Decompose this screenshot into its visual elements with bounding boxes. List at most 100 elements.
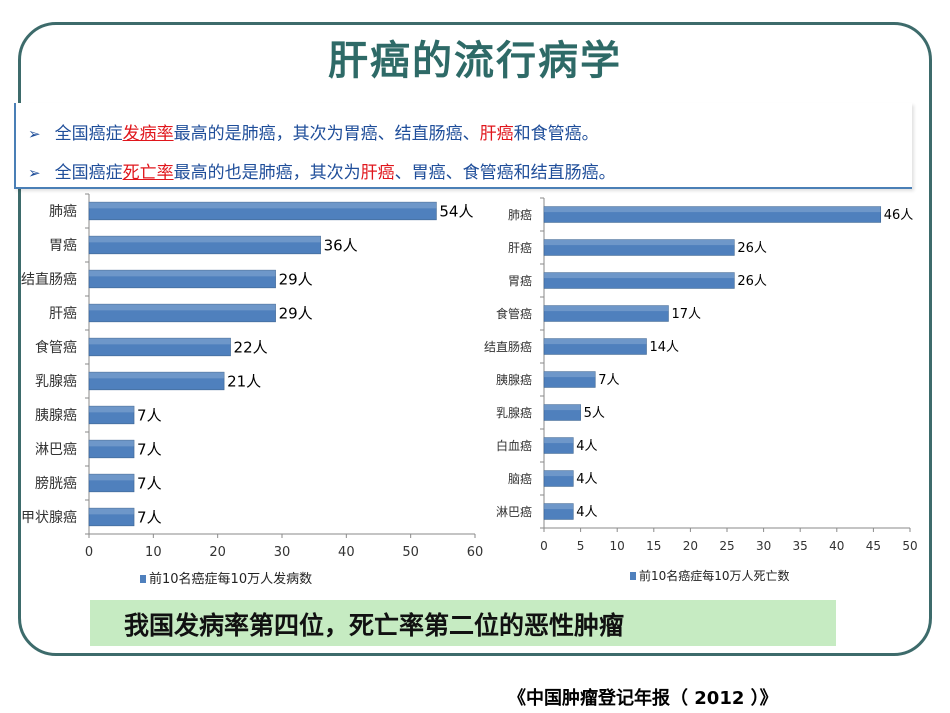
bar [88, 269, 276, 289]
arrow-bullet-icon: ➢ [28, 164, 41, 182]
bar-highlight [544, 437, 574, 444]
x-tick-label: 5 [577, 539, 585, 553]
bullet-text: 最高的也是肺癌，其次为 [173, 163, 361, 183]
bar-highlight [89, 270, 276, 277]
category-label: 食管癌 [35, 339, 77, 356]
category-label: 乳腺癌 [35, 374, 77, 390]
data-label: 36人 [324, 236, 358, 254]
bar [88, 473, 135, 493]
x-tick-label: 45 [866, 539, 881, 553]
data-label: 7人 [137, 440, 162, 458]
data-label: 29人 [279, 304, 313, 322]
category-label: 肝癌 [508, 240, 532, 255]
category-label: 白血癌 [496, 438, 532, 453]
legend-swatch [140, 575, 146, 583]
bar-highlight [89, 236, 321, 243]
bullet-text: 和食管癌。 [513, 124, 599, 144]
category-label: 胃癌 [49, 238, 77, 254]
x-tick-label: 50 [402, 545, 419, 560]
legend-label: 前10名癌症每10万人死亡数 [639, 568, 790, 583]
conclusion-banner: 我国发病率第四位，死亡率第二位的恶性肿瘤 [90, 600, 836, 646]
data-label: 26人 [737, 241, 767, 256]
x-tick-label: 0 [85, 545, 93, 560]
bar-highlight [544, 470, 574, 477]
highlight-liver-cancer: 肝癌 [479, 124, 514, 144]
data-label: 7人 [598, 373, 619, 388]
x-tick-label: 60 [467, 545, 484, 560]
category-label: 淋巴癌 [496, 504, 532, 519]
category-label: 甲状腺癌 [21, 510, 77, 526]
bar [543, 404, 581, 421]
bar-highlight [89, 508, 135, 515]
data-label: 46人 [884, 208, 914, 223]
bar [88, 201, 437, 221]
data-label: 29人 [279, 270, 313, 288]
category-label: 肺癌 [49, 204, 77, 220]
bar-highlight [544, 239, 735, 246]
bar [88, 507, 135, 527]
bar [543, 338, 647, 355]
x-tick-label: 50 [902, 539, 917, 553]
arrow-bullet-icon: ➢ [28, 125, 41, 143]
bar [88, 371, 225, 391]
category-label: 结直肠癌 [21, 271, 77, 288]
data-label: 26人 [737, 274, 767, 289]
data-label: 7人 [137, 474, 162, 492]
data-label: 4人 [576, 439, 597, 454]
category-label: 食管癌 [496, 306, 532, 321]
bar-highlight [544, 272, 735, 279]
summary-box: ➢ 全国癌症发病率最高的是肺癌，其次为胃癌、结直肠癌、肝癌和食管癌。 ➢ 全国癌症死… [14, 103, 912, 189]
slide-frame [18, 22, 932, 656]
data-label: 17人 [671, 307, 701, 322]
category-label: 乳腺癌 [496, 405, 532, 420]
category-label: 肝癌 [49, 306, 77, 322]
bar [88, 405, 135, 425]
x-tick-label: 0 [540, 539, 548, 553]
bullet-mortality: ➢ 全国癌症死亡率最高的也是肺癌，其次为肝癌、胃癌、食管癌和结直肠癌。 [28, 158, 616, 183]
data-label: 7人 [137, 406, 162, 424]
bullet-text: 最高的是肺癌，其次为胃癌、结直肠癌、 [173, 124, 480, 144]
bullet-text: 、胃癌、食管癌和结直肠癌。 [394, 163, 616, 183]
mortality-chart: 肺癌 46人 肝癌 26人 胃癌 26人 食管癌 17人 结直肠癌 14人 胰腺癌 7人 乳腺癌 5人 白血… [480, 190, 920, 599]
category-label: 肺癌 [508, 207, 532, 222]
bar [543, 239, 735, 256]
highlight-incidence-rate: 发病率 [122, 124, 174, 144]
category-label: 胰腺癌 [35, 408, 77, 424]
bar [543, 503, 574, 520]
bar [543, 206, 882, 223]
x-tick-label: 35 [793, 539, 808, 553]
bar [543, 470, 574, 487]
bar [88, 337, 231, 357]
bar [88, 439, 135, 459]
bar [88, 303, 276, 323]
bar-highlight [544, 206, 881, 213]
bar-highlight [89, 440, 135, 447]
data-label: 22人 [234, 338, 268, 356]
legend-swatch [630, 572, 636, 580]
bullet-text: 全国癌症 [54, 124, 123, 144]
highlight-mortality-rate: 死亡率 [122, 163, 174, 183]
page-title: 肝癌的流行病学 [328, 38, 622, 84]
bar [543, 437, 574, 454]
x-tick-label: 25 [719, 539, 734, 553]
data-label: 54人 [439, 202, 473, 220]
x-tick-label: 15 [646, 539, 661, 553]
highlight-liver-cancer: 肝癌 [360, 163, 395, 183]
x-tick-label: 20 [683, 539, 698, 553]
data-label: 14人 [649, 340, 679, 355]
category-label: 脑癌 [508, 471, 532, 486]
bar [543, 371, 596, 388]
x-tick-label: 30 [274, 545, 291, 560]
bar-highlight [89, 304, 276, 311]
bar-highlight [89, 338, 231, 345]
category-label: 淋巴癌 [35, 442, 77, 458]
conclusion-text: 我国发病率第四位，死亡率第二位的恶性肿瘤 [124, 611, 625, 640]
category-label: 膀胱癌 [35, 475, 77, 492]
bar-highlight [89, 202, 437, 209]
bar [543, 272, 735, 289]
x-tick-label: 10 [610, 539, 625, 553]
bar-highlight [544, 338, 647, 345]
legend-label: 前10名癌症每10万人发病数 [149, 571, 312, 587]
